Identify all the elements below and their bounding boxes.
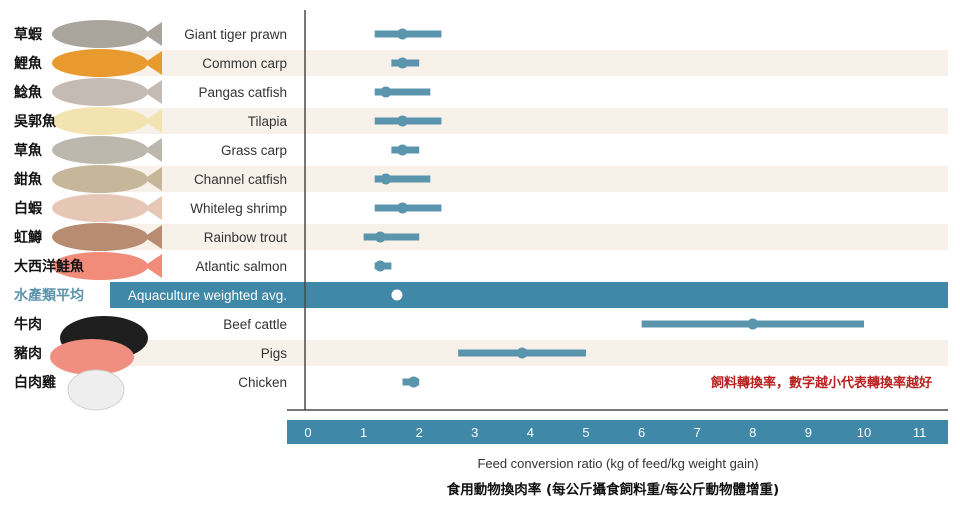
animal-icons bbox=[50, 20, 162, 411]
row-stripe bbox=[110, 224, 948, 250]
x-axis-label: Feed conversion ratio (kg of feed/kg wei… bbox=[477, 456, 758, 471]
icon-body bbox=[52, 136, 148, 164]
icon-body bbox=[52, 49, 148, 77]
label-zh: 草魚 bbox=[14, 142, 42, 159]
icon-tail bbox=[144, 109, 162, 133]
label-zh: 虹鱒 bbox=[14, 229, 42, 246]
category-label: Atlantic salmon bbox=[195, 259, 287, 274]
mean-point bbox=[397, 144, 409, 156]
mean-point bbox=[397, 202, 409, 214]
tick-label: 9 bbox=[805, 425, 812, 440]
icon-tail bbox=[144, 80, 162, 104]
category-label: Pigs bbox=[261, 346, 288, 361]
label-zh: 鯰魚 bbox=[13, 84, 42, 101]
mean-point bbox=[374, 231, 386, 243]
mean-point bbox=[747, 318, 759, 330]
tick-label: 11 bbox=[913, 425, 927, 440]
trout-icon bbox=[52, 223, 162, 251]
annotation: 飼料轉換率，數字越小代表轉換率越好 bbox=[710, 375, 932, 391]
icon-tail bbox=[144, 225, 162, 249]
tick-label: 1 bbox=[360, 425, 367, 440]
category-label: Channel catfish bbox=[194, 172, 287, 187]
row-stripe bbox=[110, 108, 948, 134]
tick-label: 2 bbox=[416, 425, 423, 440]
mean-point bbox=[397, 57, 409, 69]
catfish-icon bbox=[52, 165, 162, 193]
chicken-icon bbox=[67, 369, 125, 411]
shrimp-icon bbox=[52, 194, 162, 222]
icon-tail bbox=[144, 167, 162, 191]
shrimp-icon bbox=[52, 20, 162, 48]
label-zh: 水產類平均 bbox=[14, 287, 84, 304]
category-label: Tilapia bbox=[248, 114, 288, 129]
tick-label: 3 bbox=[471, 425, 478, 440]
carp-icon bbox=[52, 49, 162, 77]
mean-point bbox=[397, 28, 409, 40]
tick-label: 4 bbox=[527, 425, 534, 440]
icon-tail bbox=[144, 196, 162, 220]
icon-body bbox=[52, 223, 148, 251]
category-label: Whiteleg shrimp bbox=[190, 201, 287, 216]
label-zh: 豬肉 bbox=[13, 345, 42, 362]
category-label: Pangas catfish bbox=[198, 85, 287, 100]
category-label: Common carp bbox=[202, 56, 287, 71]
x-axis-band bbox=[287, 420, 948, 444]
fish-icon bbox=[52, 136, 162, 164]
label-zh: 鉗魚 bbox=[14, 171, 42, 188]
category-label: Aquaculture weighted avg. bbox=[128, 288, 287, 303]
mean-point bbox=[380, 86, 392, 98]
catfish-icon bbox=[52, 78, 162, 106]
category-label: Beef cattle bbox=[223, 317, 287, 332]
tilapia-icon bbox=[52, 107, 162, 135]
label-zh: 牛肉 bbox=[14, 316, 42, 333]
icon-tail bbox=[144, 254, 162, 278]
tick-label: 8 bbox=[749, 425, 756, 440]
mean-point bbox=[397, 115, 409, 127]
tick-label: 10 bbox=[857, 425, 871, 440]
x-axis-label-zh: 食用動物換肉率 (每公斤攝食飼料重/每公斤動物體增重) bbox=[447, 481, 779, 498]
tick-label: 5 bbox=[582, 425, 589, 440]
x-axis-ticks: 0 1 2 3 4 5 6 7 8 9 10 11 bbox=[304, 425, 926, 440]
icon-body bbox=[52, 252, 148, 280]
data-rows: Giant tiger prawn Common carp Pangas catfi… bbox=[128, 27, 864, 390]
mean-point bbox=[374, 260, 386, 272]
label-zh: 大西洋鮭魚 bbox=[14, 258, 84, 275]
row-stripe bbox=[110, 166, 948, 192]
category-label: Chicken bbox=[238, 375, 287, 390]
label-zh: 鯉魚 bbox=[14, 55, 42, 72]
label-zh: 白蝦 bbox=[14, 200, 43, 217]
highlight-band bbox=[110, 282, 948, 308]
tick-label: 0 bbox=[304, 425, 311, 440]
label-zh: 草蝦 bbox=[14, 26, 43, 43]
tick-label: 7 bbox=[694, 425, 701, 440]
icon-body bbox=[52, 165, 148, 193]
mean-point bbox=[516, 347, 528, 359]
category-label: Rainbow trout bbox=[204, 230, 288, 245]
row-stripe bbox=[110, 50, 948, 76]
category-label: Giant tiger prawn bbox=[184, 27, 287, 42]
label-zh: 吳郭魚 bbox=[14, 113, 56, 130]
icon-tail bbox=[144, 138, 162, 162]
icon-body bbox=[52, 194, 148, 222]
salmon-icon bbox=[52, 252, 162, 280]
label-zh: 白肉雞 bbox=[14, 374, 56, 391]
mean-point bbox=[391, 289, 403, 301]
icon-body bbox=[52, 20, 148, 48]
mean-point bbox=[380, 173, 392, 185]
tick-label: 6 bbox=[638, 425, 645, 440]
category-label: Grass carp bbox=[221, 143, 287, 158]
icon-body bbox=[52, 107, 148, 135]
icon-body bbox=[52, 78, 148, 106]
mean-point bbox=[408, 376, 420, 388]
icon-tail bbox=[144, 51, 162, 75]
pig-icon bbox=[50, 339, 134, 375]
icon-tail bbox=[144, 22, 162, 46]
